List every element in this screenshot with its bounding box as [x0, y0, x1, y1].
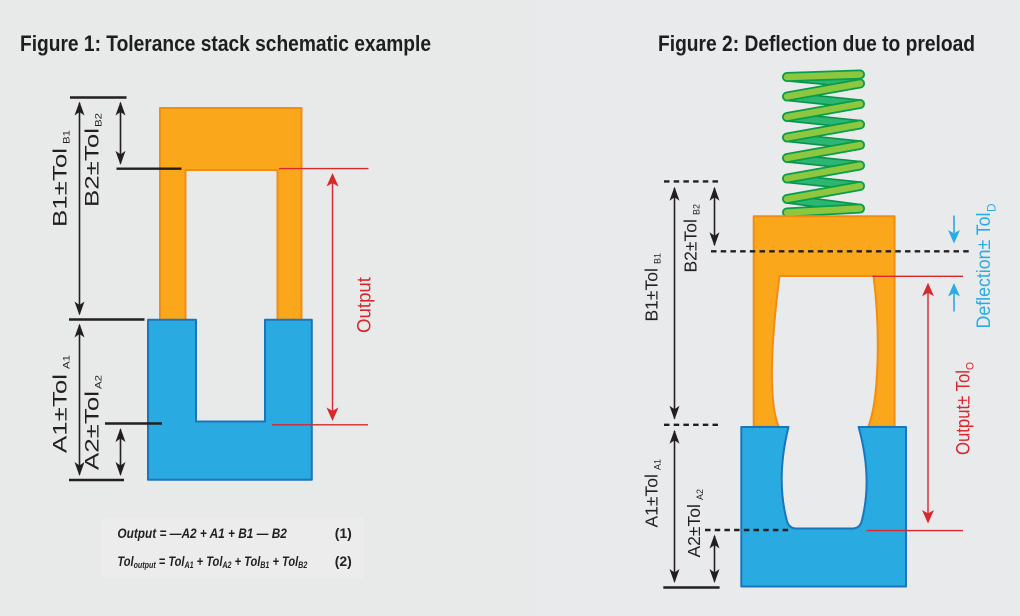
- svg-text:Deflection± Tol: Deflection± Tol: [974, 213, 995, 329]
- svg-text:A2: A2: [695, 489, 705, 500]
- svg-text:D: D: [987, 204, 999, 213]
- svg-text:Output = —A2 + A1 + B1 — B2: Output = —A2 + A1 + B1 — B2: [117, 525, 287, 541]
- svg-text:A1: A1: [653, 459, 663, 470]
- svg-text:(2): (2): [335, 553, 352, 569]
- svg-text:O: O: [965, 362, 977, 370]
- svg-text:A1±Tol: A1±Tol: [642, 474, 662, 527]
- svg-text:B2: B2: [692, 204, 702, 215]
- svg-text:B2±Tol: B2±Tol: [83, 128, 104, 207]
- svg-text:(1): (1): [335, 525, 352, 541]
- svg-text:B1: B1: [62, 130, 73, 144]
- svg-text:Figure 1: Tolerance stack sche: Figure 1: Tolerance stack schematic exam…: [20, 31, 431, 56]
- svg-text:A2±Tol: A2±Tol: [684, 504, 704, 557]
- svg-text:B1±Tol: B1±Tol: [642, 268, 662, 321]
- svg-text:Figure 2: Deflection due to pr: Figure 2: Deflection due to preload: [658, 31, 975, 56]
- svg-text:A1: A1: [62, 355, 73, 369]
- svg-text:B2: B2: [94, 113, 105, 127]
- svg-text:Output: Output: [355, 276, 376, 333]
- svg-text:B1±Tol: B1±Tol: [51, 148, 72, 227]
- svg-text:A2: A2: [94, 375, 105, 389]
- svg-text:Output± Tol: Output± Tol: [954, 370, 975, 455]
- svg-text:B1: B1: [653, 253, 663, 264]
- svg-text:B2±Tol: B2±Tol: [681, 219, 701, 272]
- svg-text:Toloutput = TolA1 + TolA2 + To: Toloutput = TolA1 + TolA2 + TolB1 + TolB…: [117, 554, 307, 570]
- svg-text:A2±Tol: A2±Tol: [83, 391, 104, 470]
- svg-text:A1±Tol: A1±Tol: [51, 374, 72, 453]
